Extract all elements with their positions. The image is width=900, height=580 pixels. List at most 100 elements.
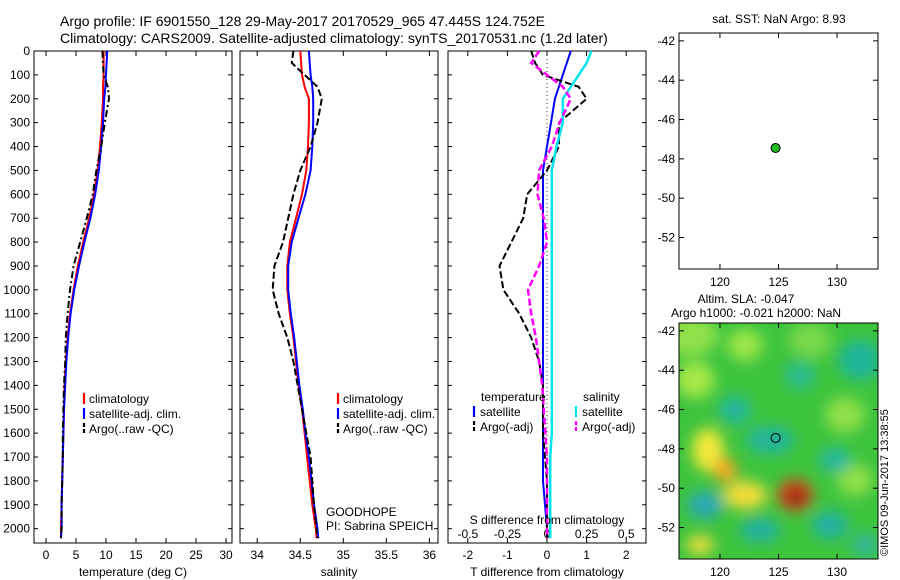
series-line-satellite-adj-clim — [60, 50, 109, 539]
map-y-tick-label: -46 — [658, 113, 676, 127]
s-diff-x-tick-label: -0.25 — [494, 527, 522, 541]
depth-tick-label: 1300 — [3, 354, 30, 368]
series-line-temperature-satellite — [542, 50, 572, 539]
salinity-x-tick-label: 34.5 — [289, 548, 313, 562]
series-line-temperature-argo-adj- — [498, 50, 588, 539]
salinity-x-tick-label: 35 — [337, 548, 351, 562]
location-xticks: 120 125 130 — [710, 33, 847, 289]
sla-anomaly-patch — [713, 458, 737, 482]
map-x-tick-label: 120 — [710, 275, 730, 289]
sla-anomaly-patch — [788, 488, 804, 506]
sla-anomaly-patch — [727, 329, 763, 361]
sla-anomaly-patch — [838, 340, 878, 380]
depth-tick-label: 700 — [10, 211, 30, 225]
float-location-marker — [770, 432, 781, 443]
temperature-axes-frame — [33, 50, 233, 544]
temperature-x-tick-label: 30 — [219, 548, 233, 562]
temperature-x-tick-label: 0 — [43, 548, 50, 562]
map-y-tick-label: -44 — [658, 73, 676, 87]
sla-anomaly-patch — [819, 448, 851, 472]
difference-panel: -2 -1 0 1 2 -0.5 -0.25 0 0.25 0.5 T difference f… — [447, 50, 647, 579]
sla-anomaly-patch — [784, 361, 816, 389]
temperature-x-tick-label: 25 — [189, 548, 203, 562]
legend-label: satellite-adj. clim. — [343, 407, 435, 421]
map-y-tick-label: -48 — [658, 152, 676, 166]
legend-label: satellite — [582, 405, 623, 419]
depth-tick-label: 500 — [10, 163, 30, 177]
depth-tick-label: 1500 — [3, 402, 30, 416]
location-yticks: -42 -44 -46 -48 -50 -52 — [658, 34, 878, 245]
legend-label: Argo(-adj) — [480, 420, 533, 434]
sla-anomaly-patch — [740, 518, 780, 542]
depth-tick-label: 0 — [23, 44, 30, 58]
location-points — [770, 142, 781, 153]
location-map: sat. SST: NaN Argo: 8.93 120 125 130 -42-4… — [658, 12, 879, 289]
sla-anomaly-patch — [788, 323, 832, 358]
salinity-lines — [271, 50, 323, 539]
salinity-x-tick-label: 36 — [423, 548, 437, 562]
salinity-x-tick-label: 35.5 — [375, 548, 399, 562]
sla-anomaly-patch — [719, 396, 751, 424]
series-line-climatology — [60, 51, 105, 539]
sla-anomaly-patch — [687, 491, 723, 519]
depth-tick-label: 100 — [10, 68, 30, 82]
copyright-label: ©IMOS 09-Jun-2017 13:38:55 — [879, 409, 891, 556]
sla-anomaly-patch — [679, 323, 718, 357]
salinity-axes-frame — [239, 50, 439, 544]
t-diff-x-tick-label: -2 — [462, 548, 473, 562]
temperature-x-tick-label: 10 — [99, 548, 113, 562]
series-line-argo-raw-qc — [271, 50, 323, 539]
map-y-tick-label: -42 — [658, 34, 676, 48]
legend-label: climatology — [343, 392, 403, 406]
sla-anomaly-patch — [851, 533, 878, 557]
t-difference-xlabel: T difference from climatology — [470, 565, 624, 579]
sla-anomaly-patch — [679, 362, 715, 398]
sla-points — [770, 432, 781, 443]
series-line-satellite-adj-clim — [287, 50, 320, 539]
depth-tick-label: 1400 — [3, 378, 30, 392]
depth-tick-label: 1200 — [3, 331, 30, 345]
temperature-xticks: 0 5 10 15 20 25 30 — [43, 51, 233, 562]
s-difference-xticks: -0.5 -0.25 0 0.25 0.5 — [457, 527, 634, 541]
legend-label: Argo(..raw -QC) — [343, 422, 428, 436]
sla-heatmap — [679, 323, 878, 559]
header-line1: Argo profile: IF 6901550_128 29-May-2017… — [60, 13, 545, 29]
legend-title-salinity: salinity — [583, 390, 620, 404]
float-location-marker — [770, 142, 781, 153]
legend-title-temperature: temperature — [481, 390, 546, 404]
depth-tick-label: 1000 — [3, 283, 30, 297]
t-diff-x-tick-label: -1 — [502, 548, 513, 562]
map-x-tick-label: 130 — [827, 565, 847, 579]
t-difference-xticks: -2 -1 0 1 2 — [462, 51, 630, 562]
map-y-tick-label: -50 — [658, 481, 676, 495]
map-y-tick-label: -42 — [658, 324, 676, 338]
sla-anomaly-patch — [746, 426, 794, 454]
difference-lines — [498, 50, 593, 539]
s-diff-x-tick-label: 0.5 — [618, 527, 635, 541]
temperature-panel: 0 5 10 15 20 25 30 010020030040050060070080090… — [3, 44, 646, 579]
temperature-xlabel: temperature (deg C) — [79, 565, 187, 579]
depth-tick-label: 300 — [10, 116, 30, 130]
sla-xticks: 120 125 130 — [710, 323, 847, 579]
sla-anomaly-patch — [686, 535, 714, 555]
project-name: GOODHOPE — [326, 505, 397, 519]
t-diff-x-tick-label: 0 — [544, 548, 551, 562]
map-x-tick-label: 125 — [768, 565, 788, 579]
pi-name: PI: Sabrina SPEICH — [326, 519, 433, 533]
map-x-tick-label: 120 — [710, 565, 730, 579]
map-y-tick-label: -52 — [658, 521, 676, 535]
map-x-tick-label: 130 — [827, 275, 847, 289]
legend-label: Argo(-adj) — [582, 420, 635, 434]
sla-anomaly-patch — [692, 428, 724, 472]
series-line-argo-raw-qc — [60, 50, 111, 539]
legend-label: climatology — [89, 392, 149, 406]
t-diff-x-tick-label: 2 — [623, 548, 630, 562]
depth-tick-label: 1600 — [3, 426, 30, 440]
legend-label: satellite-adj. clim. — [89, 407, 181, 421]
salinity-xticks: 34 34.5 35 35.5 36 — [251, 51, 437, 562]
salinity-xlabel: salinity — [321, 565, 358, 579]
depth-tick-label: 800 — [10, 235, 30, 249]
